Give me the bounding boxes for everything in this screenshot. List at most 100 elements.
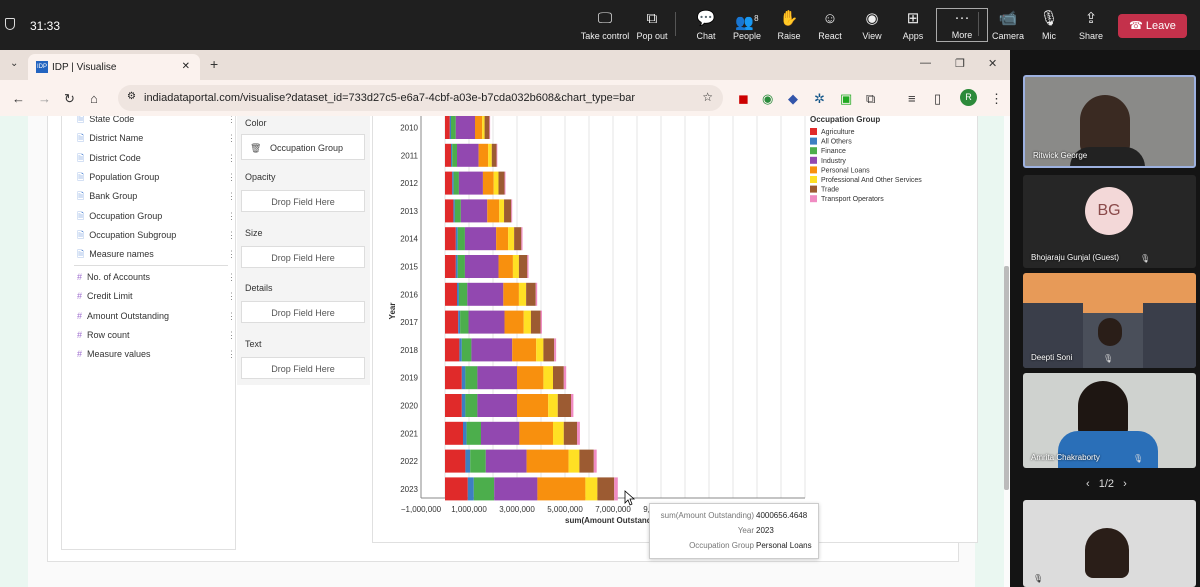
back-icon[interactable]: ←	[12, 91, 25, 106]
size-drop-zone[interactable]: Drop Field Here	[241, 246, 365, 268]
take-control-button[interactable]: 🖵 Take control	[579, 10, 631, 41]
measure-item[interactable]: # Credit Limit ⋮	[77, 287, 236, 305]
tab-idp-visualise[interactable]: IDP IDP | Visualise ✕	[28, 54, 200, 80]
x-tick-label: −1,000,000	[401, 505, 442, 514]
y-tick-label: 2018	[400, 346, 418, 355]
home-icon[interactable]: ⌂	[90, 91, 98, 106]
button-label: View	[862, 31, 882, 41]
bar-segment	[467, 282, 504, 306]
apps-button[interactable]: ⊞ Apps	[887, 10, 939, 41]
y-tick-label: 2019	[400, 374, 418, 383]
measure-item[interactable]: # No. of Accounts ⋮	[77, 268, 236, 286]
react-button[interactable]: ☺ React	[804, 10, 856, 41]
legend-label: Agriculture	[821, 129, 855, 136]
more-button[interactable]: ··· More	[936, 8, 988, 42]
field-item[interactable]: 🗎 State Code ⋮	[77, 116, 236, 128]
measure-item[interactable]: # Measure values ⋮	[77, 345, 236, 363]
field-menu-icon[interactable]: ⋮	[227, 152, 236, 163]
opacity-drop-zone[interactable]: Drop Field Here	[241, 190, 365, 212]
field-item[interactable]: 🗎 District Name ⋮	[77, 129, 236, 147]
participant-video[interactable]: Deepti Soni 🎙	[1023, 273, 1196, 368]
forward-icon[interactable]: →	[38, 91, 51, 106]
extension-icon[interactable]: ✲	[814, 91, 825, 106]
text-drop-zone[interactable]: Drop Field Here	[241, 357, 365, 379]
chevron-left-icon[interactable]: ‹	[1086, 478, 1090, 490]
field-menu-icon[interactable]: ⋮	[227, 310, 236, 321]
field-item[interactable]: 🗎 Measure names ⋮	[77, 245, 236, 263]
grammarly-icon[interactable]: ◉	[762, 91, 774, 106]
document-icon: 🗎	[77, 171, 85, 182]
participant-video[interactable]: Ritwick George	[1023, 75, 1196, 168]
bar-segment	[504, 171, 506, 195]
chevron-right-icon[interactable]: ›	[1123, 478, 1127, 490]
button-label: Camera	[991, 31, 1024, 41]
avatar: BG	[1085, 187, 1133, 235]
field-menu-icon[interactable]: ⋮	[227, 171, 236, 182]
leave-button[interactable]: ☎ Leave	[1118, 14, 1187, 38]
field-item[interactable]: 🗎 District Code ⋮	[77, 149, 236, 167]
share-button[interactable]: ⇪ Share	[1065, 10, 1117, 41]
page-scrollbar[interactable]	[1004, 266, 1009, 490]
button-label: Mic	[1042, 31, 1056, 41]
field-menu-icon[interactable]: ⋮	[227, 329, 236, 340]
field-item[interactable]: 🗎 Occupation Subgroup ⋮	[77, 226, 236, 244]
people-button[interactable]: 👥8 People	[721, 10, 773, 41]
bar-segment	[543, 366, 553, 390]
field-menu-icon[interactable]: ⋮	[227, 272, 236, 282]
site-info-icon[interactable]: ⚙	[127, 91, 136, 102]
bookmark-star-icon[interactable]: ☆	[702, 90, 713, 104]
field-menu-icon[interactable]: ⋮	[227, 229, 236, 240]
pop-out-button[interactable]: ⧉ Pop out	[626, 10, 678, 41]
mic-button[interactable]: 🎙 Mic	[1023, 10, 1075, 41]
camera-button[interactable]: 📹 Camera	[982, 10, 1034, 41]
field-menu-icon[interactable]: ⋮	[227, 133, 236, 144]
field-item[interactable]: 🗎 Bank Group ⋮	[77, 187, 236, 205]
extension-icon[interactable]: ▣	[840, 91, 853, 106]
mic-off-icon: 🎙	[1133, 454, 1144, 463]
menu-kebab-icon[interactable]: ⋮	[990, 91, 1003, 106]
color-field-pill[interactable]: 🗑 Occupation Group	[241, 134, 365, 160]
bar-segment	[457, 255, 465, 278]
raise-button[interactable]: ✋ Raise	[763, 10, 815, 41]
bar-segment	[535, 282, 538, 306]
minimize-icon[interactable]: —	[920, 57, 931, 69]
extension-icon[interactable]: ◆	[788, 91, 798, 106]
field-menu-icon[interactable]: ⋮	[227, 191, 236, 202]
details-drop-zone[interactable]: Drop Field Here	[241, 301, 365, 323]
close-window-icon[interactable]: ✕	[988, 58, 998, 70]
reading-list-icon[interactable]: ≡	[908, 91, 916, 106]
url-field[interactable]: ⚙ indiadataportal.com/visualise?dataset_…	[118, 85, 723, 111]
bar-segment	[526, 449, 569, 473]
bar-segment	[484, 116, 490, 139]
chat-button[interactable]: 💬 Chat	[680, 10, 732, 41]
view-button[interactable]: ◉ View	[846, 10, 898, 41]
measure-item[interactable]: # Row count ⋮	[77, 326, 236, 344]
close-tab-icon[interactable]: ✕	[181, 61, 190, 72]
field-item[interactable]: 🗎 Population Group ⋮	[77, 168, 236, 186]
participant-video[interactable]: Amrita Chakraborty 🎙	[1023, 373, 1196, 468]
y-tick-label: 2010	[400, 124, 418, 133]
bar-segment	[445, 227, 456, 251]
participant-video[interactable]: BG Bhojaraju Gunjal (Guest) 🎙	[1023, 175, 1196, 268]
bar-segment	[458, 282, 468, 306]
profile-avatar[interactable]: R	[960, 89, 977, 106]
participant-video[interactable]: 🎙	[1023, 500, 1196, 587]
field-menu-icon[interactable]: ⋮	[227, 210, 236, 221]
field-item[interactable]: 🗎 Occupation Group ⋮	[77, 207, 236, 225]
extension-icon[interactable]: ◼	[738, 91, 749, 106]
chat-icon: 💬	[696, 10, 716, 27]
field-menu-icon[interactable]: ⋮	[227, 116, 236, 124]
tab-list-icon[interactable]: ⌄	[10, 58, 19, 69]
field-menu-icon[interactable]: ⋮	[227, 349, 236, 360]
extensions-puzzle-icon[interactable]: ⧉	[866, 91, 876, 106]
reload-icon[interactable]: ↻	[64, 91, 75, 106]
measure-item[interactable]: # Amount Outstanding ⋮	[77, 307, 236, 325]
restore-icon[interactable]: ❐	[955, 58, 965, 70]
field-menu-icon[interactable]: ⋮	[227, 249, 236, 260]
new-tab-icon[interactable]: +	[210, 56, 219, 72]
view-icon: ◉	[865, 10, 879, 27]
bar-segment	[523, 310, 531, 334]
trash-icon[interactable]: 🗑	[250, 143, 262, 153]
side-panel-icon[interactable]: ▯	[934, 91, 942, 106]
field-menu-icon[interactable]: ⋮	[227, 291, 236, 302]
